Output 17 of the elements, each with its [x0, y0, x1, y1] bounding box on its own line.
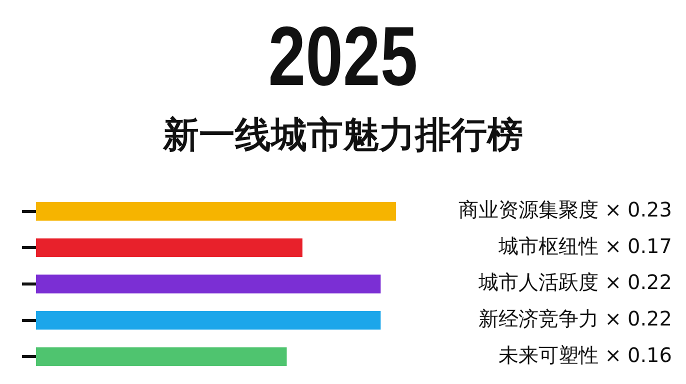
bar — [36, 310, 381, 330]
data-label: 0.23 — [627, 198, 672, 222]
bar — [36, 274, 381, 294]
chart-title: 2025 — [267, 8, 419, 104]
y-tick-label: 新经济竞争力 × — [478, 306, 622, 331]
y-tick-label: 未来可塑性 × — [498, 342, 622, 367]
chart-subtitle: 新一线城市魅力排行榜 — [162, 114, 524, 158]
bar — [36, 202, 396, 221]
data-label: 0.16 — [627, 342, 672, 367]
bar — [36, 347, 287, 366]
y-tick-label: 城市枢纽性 × — [497, 234, 622, 258]
data-label: 0.22 — [627, 306, 672, 331]
y-tick-label: 商业资源集聚度 × — [458, 198, 622, 222]
data-label: 0.17 — [627, 234, 672, 258]
bar — [36, 238, 302, 258]
y-tick-label: 城市人活跃度 × — [477, 270, 622, 294]
data-label: 0.22 — [627, 270, 672, 294]
